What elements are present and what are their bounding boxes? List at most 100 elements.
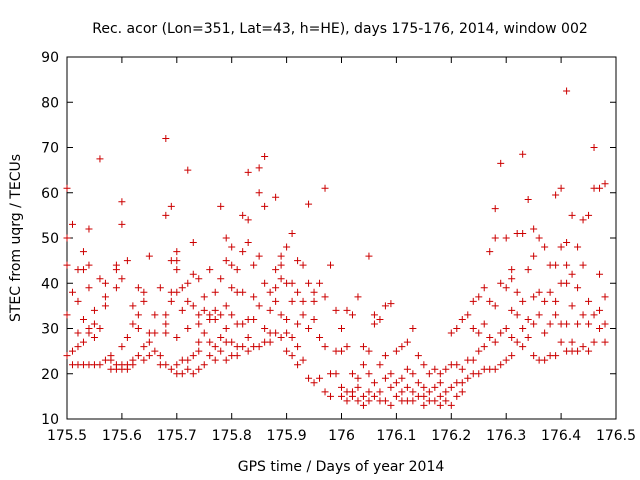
data-point (338, 383, 345, 391)
data-point (222, 325, 230, 332)
data-point (535, 311, 543, 319)
data-point (283, 243, 291, 251)
data-point (167, 202, 175, 210)
data-point (63, 234, 71, 242)
data-point (277, 261, 285, 269)
data-point (211, 315, 219, 323)
data-point (151, 347, 159, 355)
data-point (332, 306, 340, 314)
data-point (453, 361, 461, 369)
data-point (420, 361, 428, 369)
data-point (365, 397, 373, 405)
data-point (601, 320, 609, 328)
data-point (409, 325, 417, 332)
data-point (244, 168, 252, 176)
data-point (552, 261, 560, 269)
data-point (134, 352, 142, 360)
data-point (239, 288, 247, 296)
data-point (568, 302, 576, 310)
data-point (145, 252, 153, 260)
data-point (530, 320, 538, 328)
data-point (90, 306, 98, 314)
data-point (239, 248, 247, 256)
data-points (63, 87, 609, 409)
data-point (502, 325, 510, 332)
data-point (184, 356, 192, 364)
data-point (574, 284, 582, 292)
data-point (409, 388, 417, 396)
y-tick-label: 70 (41, 141, 59, 157)
data-point (546, 320, 554, 328)
data-point (403, 338, 411, 346)
data-point (491, 234, 499, 242)
data-point (596, 270, 604, 278)
data-point (343, 306, 351, 314)
data-point (425, 370, 433, 378)
data-point (255, 164, 263, 172)
data-point (63, 184, 71, 192)
data-point (387, 401, 395, 409)
data-point (74, 297, 82, 305)
data-point (211, 343, 219, 351)
data-point (118, 198, 126, 206)
data-point (387, 383, 395, 391)
x-tick-label: 175.6 (102, 428, 142, 444)
data-point (447, 401, 455, 409)
data-point (497, 279, 505, 287)
data-point (74, 329, 82, 337)
data-point (162, 311, 170, 319)
data-point (288, 229, 296, 237)
data-point (530, 225, 538, 233)
data-point (546, 288, 554, 296)
data-point (497, 329, 505, 337)
data-point (189, 239, 197, 247)
data-point (255, 252, 263, 260)
data-point (392, 392, 400, 400)
x-tick-label: 176.3 (486, 428, 526, 444)
data-point (387, 370, 395, 378)
data-point (173, 288, 181, 296)
data-point (442, 365, 450, 373)
data-point (118, 275, 126, 283)
data-point (299, 356, 307, 364)
data-point (475, 347, 483, 355)
data-point (436, 379, 444, 387)
data-point (123, 365, 131, 373)
data-point (316, 334, 324, 342)
data-point (96, 275, 104, 283)
data-point (354, 374, 362, 382)
data-point (310, 288, 318, 296)
y-tick-label: 20 (41, 367, 59, 383)
data-point (178, 306, 186, 314)
data-point (195, 275, 203, 283)
data-point (486, 248, 494, 256)
data-point (398, 388, 406, 396)
data-point (107, 356, 115, 364)
data-point (195, 365, 203, 373)
data-point (173, 334, 181, 342)
data-point (129, 320, 137, 328)
data-point (321, 293, 329, 301)
data-point (299, 297, 307, 305)
data-point (272, 284, 280, 292)
x-tick-label: 175.5 (47, 428, 87, 444)
data-point (305, 200, 313, 208)
data-point (68, 288, 76, 296)
data-point (162, 361, 170, 369)
data-point (74, 343, 82, 351)
data-point (563, 320, 571, 328)
data-point (541, 297, 549, 305)
data-point (403, 365, 411, 373)
data-point (338, 347, 345, 355)
data-point (321, 343, 329, 351)
data-point (381, 374, 389, 382)
chart-title: Rec. acor (Lon=351, Lat=43, h=HE), days … (92, 21, 588, 37)
data-point (145, 352, 153, 360)
data-point (409, 370, 417, 378)
data-point (151, 329, 159, 337)
data-point (173, 248, 181, 256)
data-point (442, 388, 450, 396)
x-axis: 175.5 175.6 175.7 175.8 175.9 176 176.1 176.2 17… (47, 57, 636, 444)
data-point (568, 270, 576, 278)
data-point (173, 361, 181, 369)
